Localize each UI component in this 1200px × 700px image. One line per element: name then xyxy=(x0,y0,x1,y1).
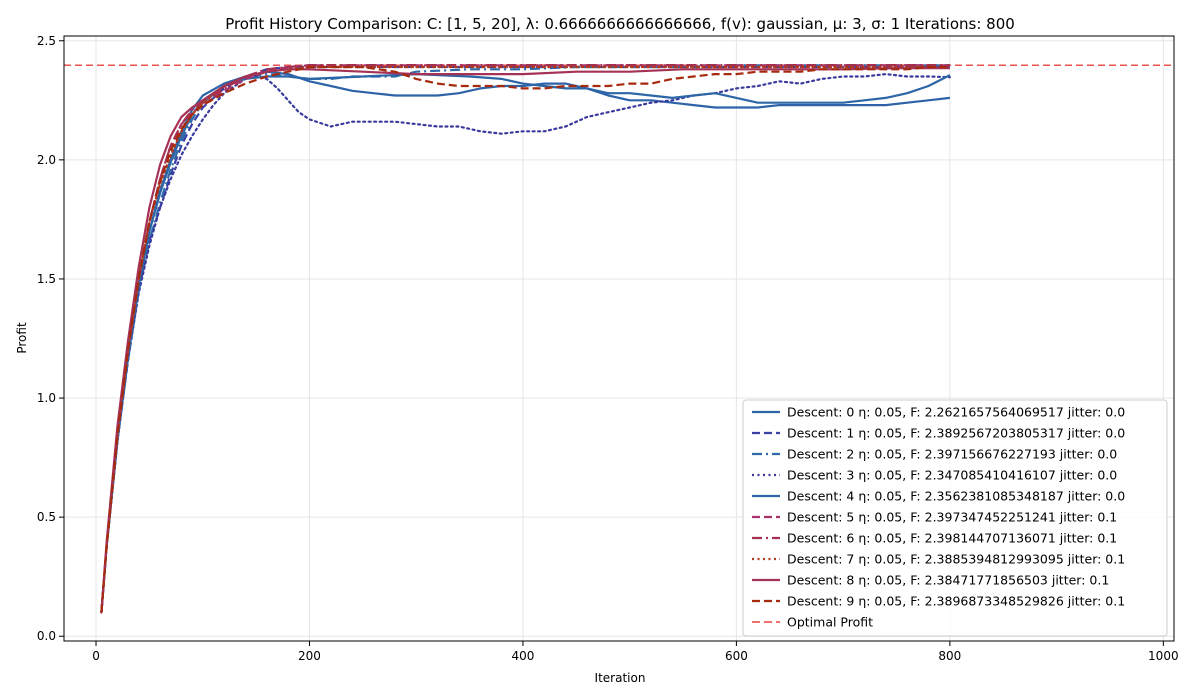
series-line-8 xyxy=(100,67,950,613)
x-tick-label: 400 xyxy=(511,649,534,663)
legend-label-7: Descent: 7 η: 0.05, F: 2.388539481299309… xyxy=(787,552,1125,567)
legend-box xyxy=(742,399,1168,637)
y-tick-label: 0.0 xyxy=(37,629,56,643)
legend-label-1: Descent: 1 η: 0.05, F: 2.389256720380531… xyxy=(787,426,1125,441)
x-tick-label: 800 xyxy=(938,649,961,663)
y-tick-label: 2.0 xyxy=(37,153,56,167)
x-tick-label: 1000 xyxy=(1148,649,1179,663)
legend-label-4: Descent: 4 η: 0.05, F: 2.356238108534818… xyxy=(787,489,1125,504)
y-axis-ticks: 0.0 0.5 1.0 1.5 2.0 2.5 xyxy=(37,34,64,643)
series-line-4 xyxy=(100,72,951,613)
grid xyxy=(64,36,1174,641)
x-tick-label: 600 xyxy=(725,649,748,663)
legend-label-5: Descent: 5 η: 0.05, F: 2.397347452251241… xyxy=(787,510,1117,525)
series-line-9 xyxy=(100,65,950,613)
legend-label-9: Descent: 9 η: 0.05, F: 2.389687334852982… xyxy=(787,594,1125,609)
legend-label-6: Descent: 6 η: 0.05, F: 2.398144707136071… xyxy=(787,531,1117,546)
series-lines xyxy=(100,63,952,614)
plot-frame xyxy=(63,35,1175,642)
legend-label-3: Descent: 3 η: 0.05, F: 2.347085410416107… xyxy=(787,468,1117,483)
legend-label-2: Descent: 2 η: 0.05, F: 2.397156676227193… xyxy=(787,447,1117,462)
series-line-2 xyxy=(100,64,950,613)
legend-label-0: Descent: 0 η: 0.05, F: 2.262165756406951… xyxy=(787,405,1125,420)
y-axis-label: Profit xyxy=(15,322,29,354)
x-tick-label: 0 xyxy=(92,649,100,663)
x-tick-label: 200 xyxy=(298,649,321,663)
y-tick-label: 2.5 xyxy=(37,34,56,48)
series-line-3 xyxy=(100,72,952,614)
legend: Descent: 0 η: 0.05, F: 2.262165756406951… xyxy=(742,399,1168,637)
legend-label-8: Descent: 8 η: 0.05, F: 2.38471771856503 … xyxy=(787,573,1109,588)
chart-title: Profit History Comparison: C: [1, 5, 20]… xyxy=(225,15,1015,33)
y-tick-label: 1.5 xyxy=(37,272,56,286)
x-axis-ticks: 0 200 400 600 800 1000 xyxy=(92,641,1179,663)
x-axis-label: Iteration xyxy=(595,671,646,685)
y-tick-label: 0.5 xyxy=(37,510,56,524)
y-tick-label: 1.0 xyxy=(37,391,56,405)
legend-label-10: Optimal Profit xyxy=(787,615,873,630)
